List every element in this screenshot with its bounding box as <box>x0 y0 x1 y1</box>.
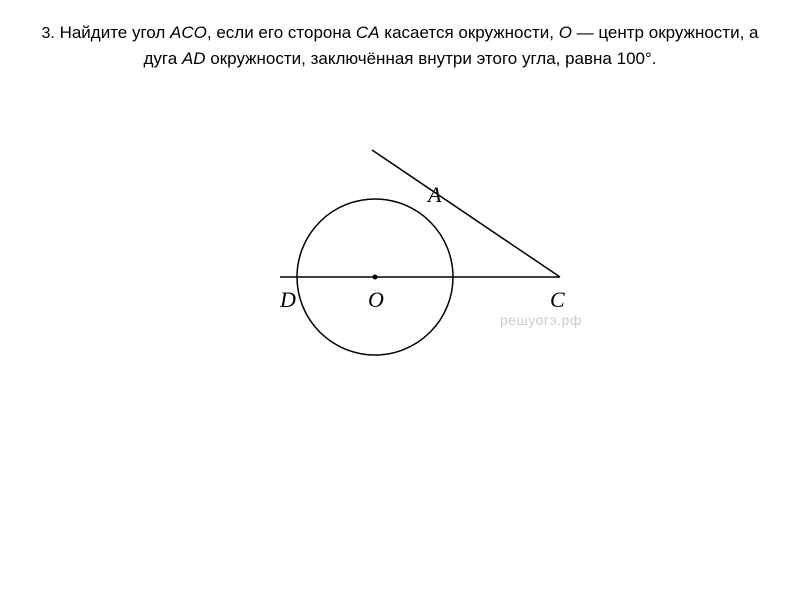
watermark: решуогэ.рф <box>500 312 582 328</box>
text-3: касается окружности, <box>380 23 559 42</box>
degrees: 100°. <box>617 49 657 68</box>
text-5: окружности, заключённая внутри этого угл… <box>206 49 617 68</box>
label-o: O <box>368 287 384 313</box>
var-aco: ACO <box>170 23 207 42</box>
label-c: C <box>550 287 565 313</box>
problem-statement: 3. Найдите угол ACO, если его сторона CA… <box>0 0 800 82</box>
center-dot <box>373 275 378 280</box>
var-ca: CA <box>356 23 380 42</box>
label-d: D <box>280 287 296 313</box>
text-1: Найдите угол <box>55 23 170 42</box>
var-ad: AD <box>182 49 206 68</box>
line-tangent <box>372 150 560 277</box>
diagram-svg <box>200 112 600 412</box>
var-o: O <box>559 23 572 42</box>
geometry-diagram: A D O C решуогэ.рф <box>200 112 600 412</box>
problem-number: 3. <box>42 25 55 42</box>
text-2: , если его сторона <box>207 23 356 42</box>
label-a: A <box>428 182 441 208</box>
